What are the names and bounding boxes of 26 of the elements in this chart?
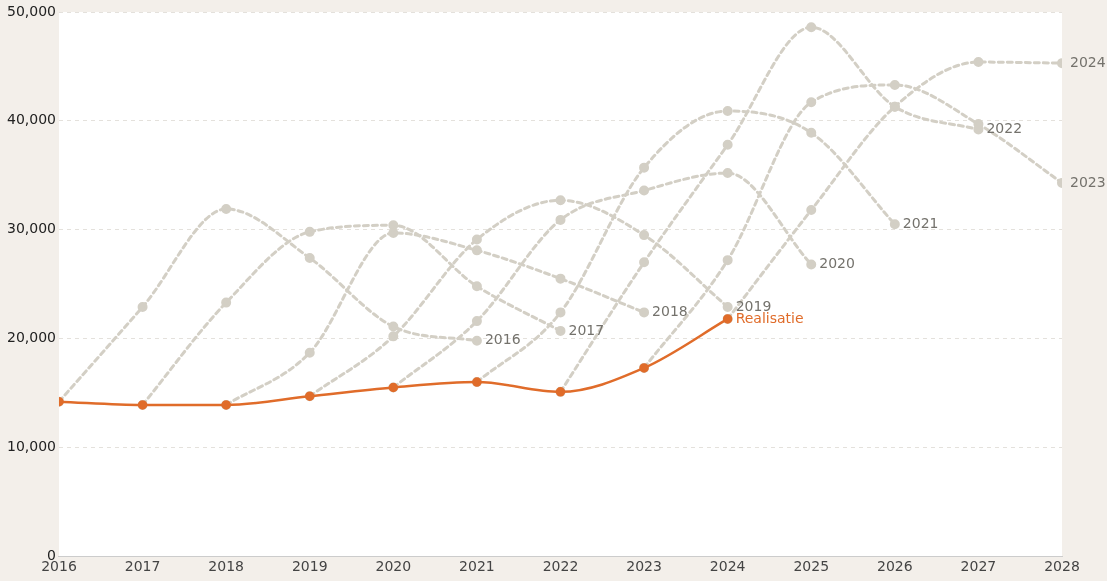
series-label: 2020: [819, 255, 855, 272]
series-label: 2016: [484, 331, 521, 348]
y-tick-label: 10,000: [6, 438, 56, 454]
x-tick-label: 2027: [960, 558, 997, 575]
x-tick-label: 2017: [124, 558, 161, 575]
series-label: 2018: [652, 303, 688, 320]
x-tick-label: 2020: [375, 558, 412, 575]
x-tick-label: 2018: [208, 558, 244, 575]
series-label: 2021: [902, 214, 939, 231]
x-tick-label: 2026: [877, 558, 913, 575]
x-tick-label: 2028: [1044, 558, 1080, 575]
x-tick-label: 2025: [793, 558, 830, 575]
series-label: Realisatie: [735, 309, 804, 326]
x-tick-label: 2022: [542, 558, 579, 575]
series-label: 2023: [1070, 173, 1106, 190]
x-tick-label: 2024: [709, 558, 746, 575]
series-label: 2024: [1070, 53, 1106, 70]
y-tick-label: 20,000: [6, 329, 56, 346]
series-label: 2017: [568, 321, 605, 338]
y-tick-label: 40,000: [6, 111, 56, 128]
y-tick-label: 50,000: [6, 2, 56, 19]
series-label: 2022: [986, 120, 1023, 137]
y-tick-label: 30,000: [6, 220, 56, 237]
x-tick-label: 2021: [459, 558, 495, 575]
x-tick-label: 2019: [291, 558, 328, 575]
x-tick-label: 2023: [626, 558, 662, 575]
